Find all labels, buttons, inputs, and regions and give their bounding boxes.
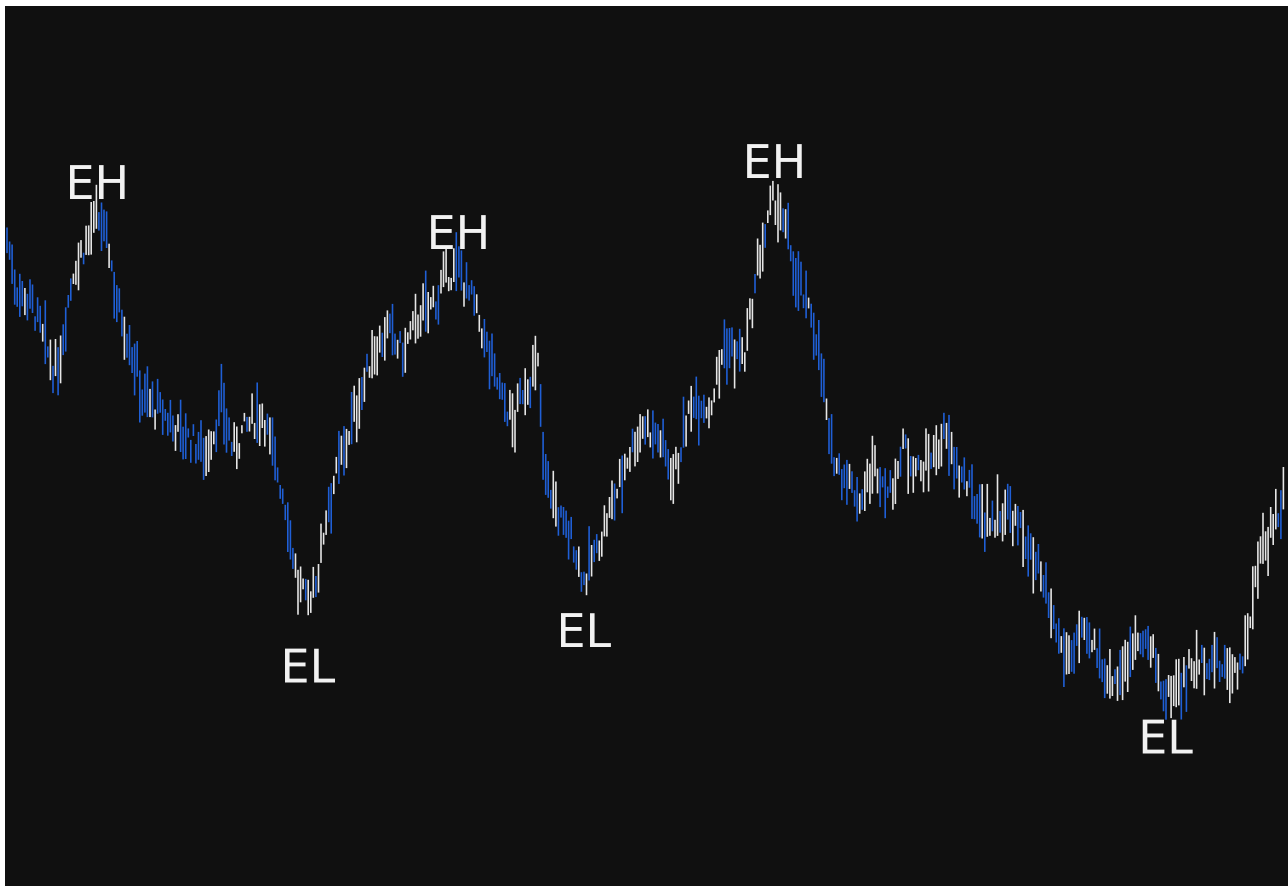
swing-high-label: EH (65, 156, 129, 210)
price-bars (6, 180, 1285, 720)
swing-labels: EH EH EH EL EL EL (65, 135, 1193, 765)
swing-low-label: EL (281, 640, 336, 694)
swing-high-label: EH (427, 206, 491, 260)
swing-low-label: EL (556, 604, 611, 658)
swing-high-label: EH (743, 135, 807, 189)
chart-background (5, 6, 1288, 886)
swing-low-label: EL (1138, 711, 1193, 765)
